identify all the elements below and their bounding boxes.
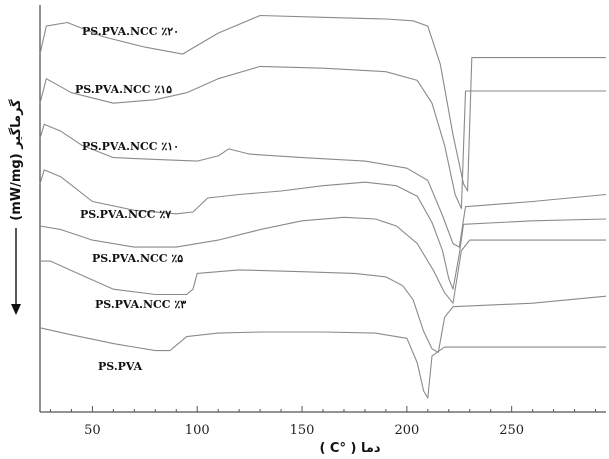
plot-axes	[39, 5, 606, 413]
y-axis-title: گرماگیر (mW/mg)	[8, 99, 24, 221]
series-label-7: PS.PVA	[98, 360, 143, 373]
series-label-4: PS.PVA.NCC ٪۷	[80, 208, 171, 221]
x-tick-label: 150	[290, 423, 315, 438]
dsc-curves	[39, 14, 607, 399]
x-tick-label: 100	[185, 423, 210, 438]
x-tick-label: 200	[394, 423, 419, 438]
series-line-5	[39, 216, 606, 304]
series-label-3: PS.PVA.NCC ٪۱۰	[82, 140, 179, 153]
y-arrow	[11, 228, 21, 315]
x-tick-label: 50	[84, 423, 101, 438]
series-line-7	[39, 327, 606, 399]
series-line-3	[39, 123, 607, 248]
series-label-5: PS.PVA.NCC ٪۵	[92, 252, 183, 265]
x-tick-labels: 50 100 150 200 250	[84, 423, 524, 438]
series-line-6	[40, 260, 607, 353]
series-line-2	[39, 65, 606, 210]
series-label-1: PS.PVA.NCC ٪۲۰	[82, 25, 179, 38]
x-axis-title: دما ( °C )	[319, 441, 380, 456]
curve-labels: PS.PVA.NCC ٪۲۰ PS.PVA.NCC ٪۱۵ PS.PVA.NCC ٪…	[75, 25, 186, 373]
y-axis-title-group: گرماگیر (mW/mg)	[8, 99, 24, 221]
series-label-2: PS.PVA.NCC ٪۱۵	[75, 83, 172, 96]
series-line-1	[39, 14, 606, 192]
series-line-4	[39, 169, 607, 290]
series-label-6: PS.PVA.NCC ٪۳	[95, 298, 186, 311]
x-tick-label: 250	[499, 423, 524, 438]
